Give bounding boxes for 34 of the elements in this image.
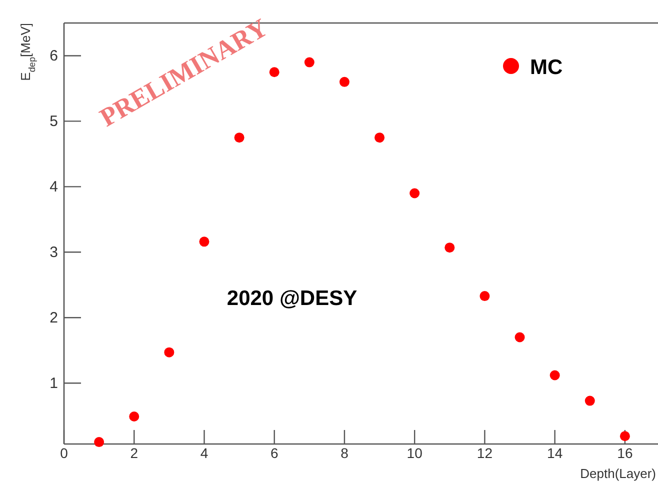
x-tick-label: 0 bbox=[60, 444, 68, 461]
x-tick-label: 10 bbox=[406, 444, 423, 461]
x-tick-label: 6 bbox=[270, 444, 278, 461]
point bbox=[444, 242, 455, 253]
point bbox=[584, 396, 595, 406]
point bbox=[514, 332, 525, 342]
point bbox=[129, 412, 140, 422]
y-tick-label: 2 bbox=[50, 309, 58, 326]
y-tick-label: 3 bbox=[50, 244, 58, 261]
y-tick-label: 1 bbox=[50, 374, 58, 392]
x-tick-label: 14 bbox=[547, 444, 563, 461]
point bbox=[94, 437, 104, 448]
y-tick-label: 5 bbox=[50, 113, 58, 130]
point bbox=[480, 291, 490, 302]
point bbox=[199, 236, 210, 247]
point bbox=[550, 370, 560, 380]
x-tick-label: 16 bbox=[617, 444, 633, 461]
point bbox=[620, 431, 630, 442]
point bbox=[234, 132, 244, 143]
point bbox=[164, 347, 174, 358]
y-tick-label: 4 bbox=[50, 178, 58, 196]
x-tick-label: 2 bbox=[130, 444, 138, 461]
point bbox=[339, 76, 350, 87]
x-tick-label: 8 bbox=[340, 444, 349, 461]
point bbox=[269, 67, 280, 78]
annotation: 2020 @DESY bbox=[226, 287, 358, 310]
y-tick-label: 6 bbox=[50, 48, 58, 65]
point bbox=[410, 188, 420, 198]
x-tick-label: 12 bbox=[476, 444, 493, 461]
point bbox=[304, 57, 314, 68]
x-axis-title: Depth(Layer) bbox=[580, 466, 656, 481]
point bbox=[374, 132, 385, 143]
legend-label: MC bbox=[530, 56, 563, 79]
x-tick-label: 4 bbox=[200, 444, 208, 461]
